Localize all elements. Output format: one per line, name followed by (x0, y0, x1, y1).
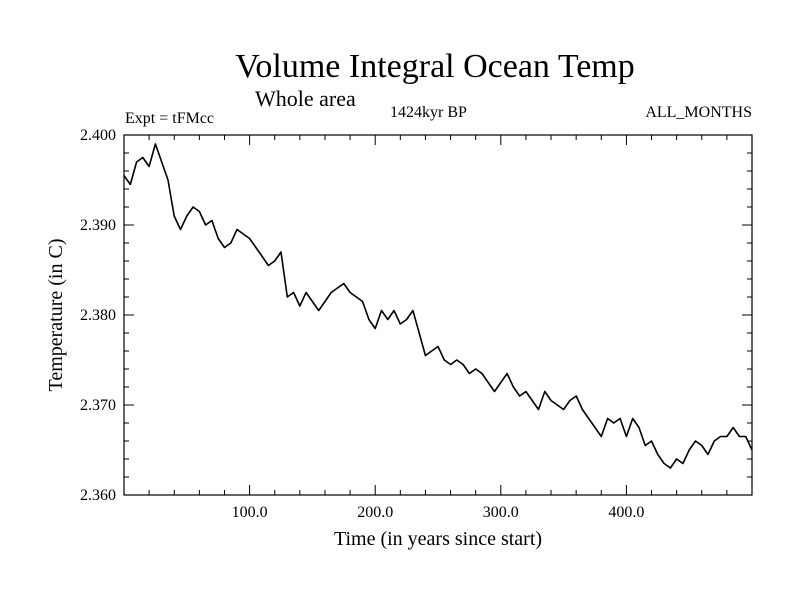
x-tick-label: 300.0 (483, 504, 519, 521)
x-tick-label: 100.0 (232, 504, 268, 521)
x-tick-label: 400.0 (608, 504, 644, 521)
y-tick-label: 2.370 (80, 397, 116, 414)
chart-subtitle: Whole area (255, 86, 356, 111)
x-axis-label: Time (in years since start) (334, 528, 542, 550)
months-label: ALL_MONTHS (645, 104, 752, 121)
y-tick-label: 2.400 (80, 127, 116, 144)
series-line-0 (123, 143, 753, 469)
y-axis-label: Temperature (in C) (45, 239, 67, 392)
chart-title: Volume Integral Ocean Temp (235, 48, 635, 85)
x-tick-label: 200.0 (357, 504, 393, 521)
y-tick-label: 2.390 (80, 217, 116, 234)
experiment-label: Expt = tFMcc (125, 110, 215, 127)
period-label: 1424kyr BP (390, 104, 467, 121)
y-tick-label: 2.360 (80, 487, 116, 504)
y-tick-label: 2.380 (80, 307, 116, 324)
plot-frame (123, 134, 753, 496)
